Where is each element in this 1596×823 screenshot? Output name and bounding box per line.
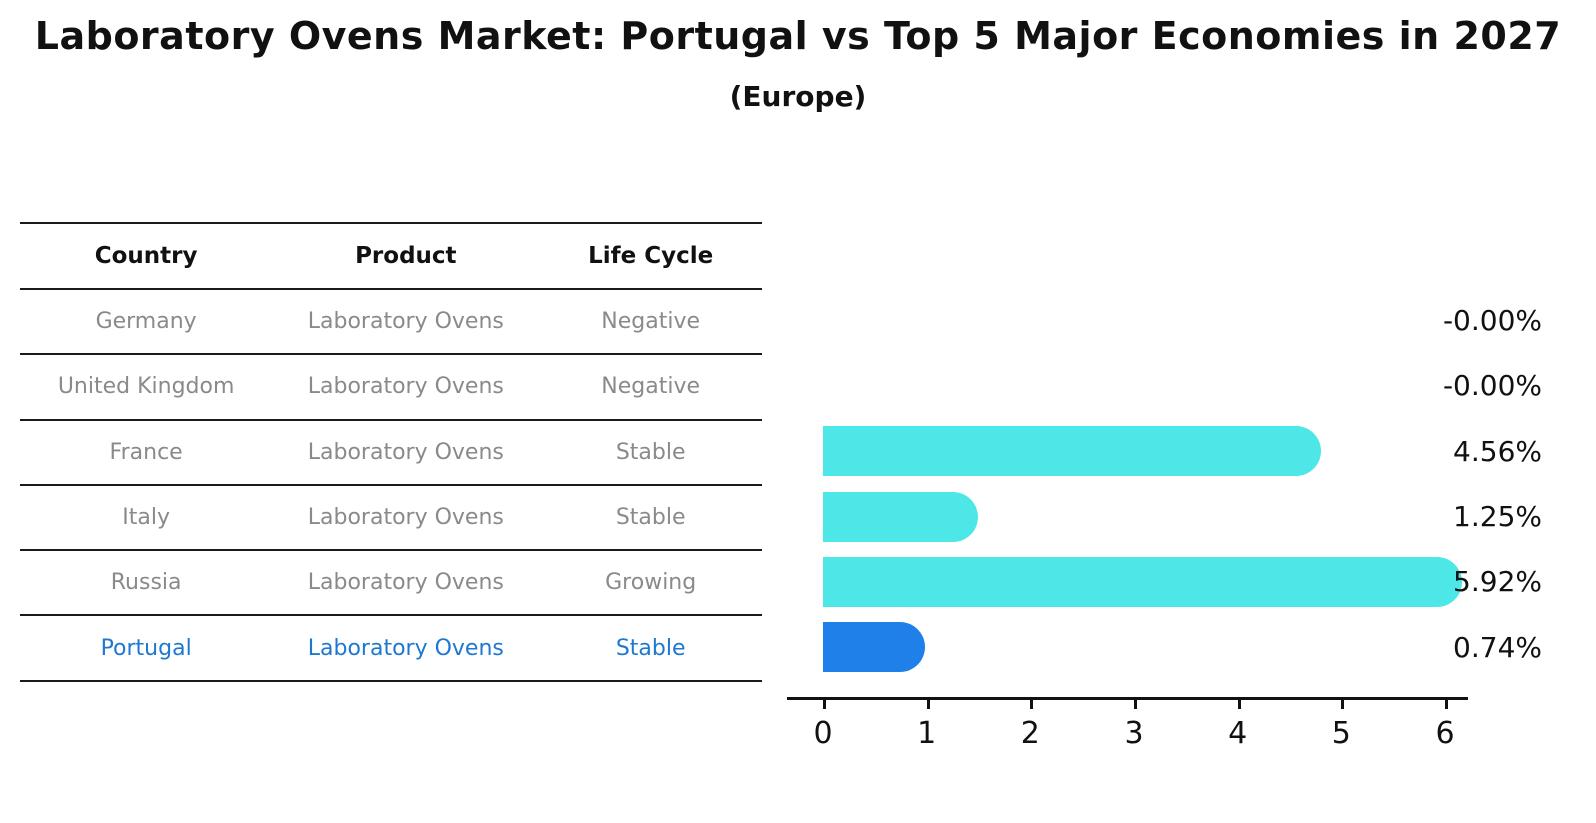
- x-axis-tick-label: 1: [917, 716, 937, 751]
- x-axis-tick-mark: [1030, 697, 1034, 709]
- x-axis-tick-mark: [1134, 697, 1137, 709]
- column-header-life-cycle: Life Cycle: [588, 243, 714, 269]
- bar-italy: [823, 491, 978, 542]
- x-axis-tick-label: 6: [1435, 716, 1455, 751]
- cell-product: Laboratory Ovens: [307, 570, 504, 596]
- bar-plot-area: 0 1 2 3 4 5 6: [787, 222, 1468, 751]
- table-row-united-kingdom: United Kingdom Laboratory Ovens Negative: [20, 355, 762, 421]
- table-row-germany: Germany Laboratory Ovens Negative: [20, 290, 762, 356]
- cell-country: France: [109, 439, 183, 465]
- value-label-italy: 1.25%: [1453, 500, 1542, 534]
- x-axis-tick-label: 3: [1124, 716, 1144, 751]
- chart-title: Laboratory Ovens Market: Portugal vs Top…: [34, 14, 1562, 58]
- value-label-united-kingdom: -0.00%: [1442, 369, 1542, 403]
- country-table: Country Product Life Cycle Germany Labora…: [20, 222, 762, 682]
- x-axis-tick-label: 5: [1331, 716, 1351, 751]
- cell-life-cycle: Negative: [601, 374, 701, 400]
- cell-product: Laboratory Ovens: [307, 635, 504, 661]
- cell-product: Laboratory Ovens: [307, 309, 504, 335]
- cell-country: Germany: [95, 309, 197, 335]
- cell-product: Laboratory Ovens: [307, 439, 504, 465]
- value-label-france: 4.56%: [1453, 434, 1542, 468]
- cell-life-cycle: Growing: [605, 570, 697, 596]
- x-axis-tick-mark: [823, 697, 826, 709]
- x-axis-tick-label: 4: [1228, 716, 1248, 751]
- table-row-portugal: Portugal Laboratory Ovens Stable: [20, 616, 762, 682]
- value-label-russia: 5.92%: [1453, 565, 1542, 599]
- x-axis-tick-mark: [1445, 697, 1449, 709]
- table-row-russia: Russia Laboratory Ovens Growing: [20, 551, 762, 617]
- value-label-portugal: 0.74%: [1453, 630, 1542, 664]
- bar-russia: [823, 556, 1462, 607]
- table-header-row: Country Product Life Cycle: [20, 222, 762, 290]
- x-axis-tick-label: 2: [1020, 716, 1040, 751]
- cell-country: Italy: [122, 505, 170, 531]
- cell-country: Portugal: [100, 635, 192, 661]
- chart-subtitle: (Europe): [729, 80, 867, 113]
- cell-life-cycle: Stable: [615, 439, 686, 465]
- column-header-product: Product: [355, 243, 457, 269]
- cell-country: Russia: [110, 570, 182, 596]
- x-axis-tick-mark: [926, 697, 930, 709]
- x-axis-tick-mark: [1237, 697, 1241, 709]
- table-row-france: France Laboratory Ovens Stable: [20, 421, 762, 486]
- cell-product: Laboratory Ovens: [307, 374, 504, 400]
- bar-france: [823, 426, 1321, 477]
- table-body: Germany Laboratory Ovens Negative United Ki…: [20, 290, 762, 682]
- column-header-country: Country: [94, 243, 198, 269]
- cell-country: United Kingdom: [57, 374, 235, 400]
- value-label-germany: -0.00%: [1442, 304, 1542, 338]
- cell-life-cycle: Stable: [615, 635, 686, 661]
- table-row-italy: Italy Laboratory Ovens Stable: [20, 486, 762, 552]
- cell-life-cycle: Negative: [601, 309, 701, 335]
- x-axis-tick-mark: [1341, 697, 1345, 709]
- cell-product: Laboratory Ovens: [307, 505, 504, 531]
- cell-life-cycle: Stable: [615, 505, 686, 531]
- bar-portugal: [823, 622, 925, 673]
- x-axis-tick-label: 0: [813, 716, 833, 751]
